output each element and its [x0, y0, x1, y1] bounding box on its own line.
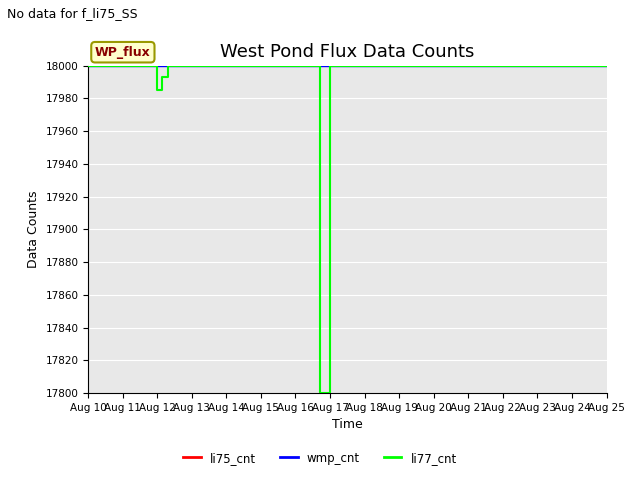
Y-axis label: Data Counts: Data Counts [27, 191, 40, 268]
X-axis label: Time: Time [332, 419, 363, 432]
Text: WP_flux: WP_flux [95, 46, 151, 59]
Text: No data for f_li75_SS: No data for f_li75_SS [7, 7, 138, 20]
Title: West Pond Flux Data Counts: West Pond Flux Data Counts [220, 43, 474, 61]
Legend: li75_cnt, wmp_cnt, li77_cnt: li75_cnt, wmp_cnt, li77_cnt [178, 447, 462, 469]
